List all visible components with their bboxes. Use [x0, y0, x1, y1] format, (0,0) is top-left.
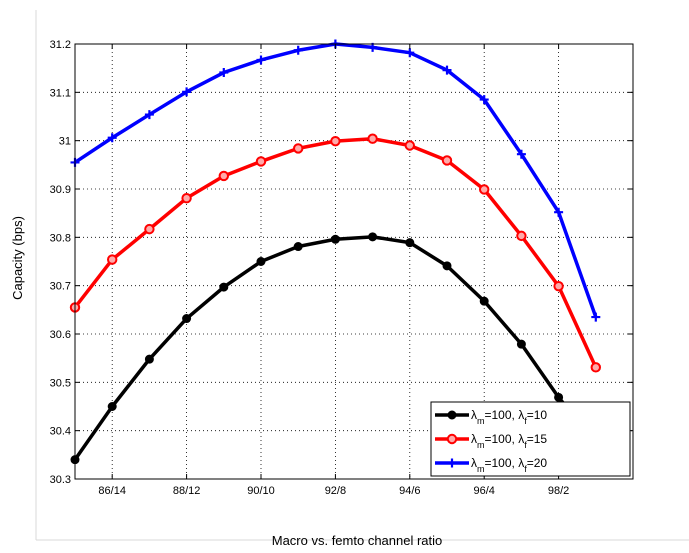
- data-point-marker: [107, 402, 117, 411]
- data-point-marker: [590, 362, 601, 373]
- data-point-marker: [442, 65, 452, 75]
- x-axis-title: Macro vs. femto channel ratio: [272, 533, 443, 548]
- data-point-marker: [218, 170, 230, 182]
- legend-label: λm=100, λf=15: [471, 432, 547, 450]
- y-axis-title: Capacity (bps): [10, 216, 25, 300]
- data-point-marker: [293, 242, 303, 252]
- y-tick-label: 31: [59, 136, 71, 148]
- series-line: [73, 136, 598, 369]
- data-point-marker: [182, 314, 192, 324]
- data-point-marker: [144, 110, 154, 120]
- plot-area: [74, 43, 634, 480]
- y-tick-label: 30.9: [50, 184, 71, 196]
- data-point-marker: [293, 143, 304, 154]
- data-point-marker: [256, 257, 266, 266]
- x-tick-label: 92/8: [325, 485, 346, 497]
- data-point-marker: [591, 312, 601, 322]
- legend: λm=100, λf=10 λm=100, λf=15 λm=100, λf=20: [430, 401, 631, 477]
- data-point-marker: [107, 133, 117, 143]
- legend-item: λm=100, λf=10: [435, 408, 547, 426]
- x-axis-ticks: 86/14 88/12 90/10 92/8 94/6 96/4 98/2: [98, 44, 569, 497]
- data-point-marker: [479, 184, 490, 195]
- data-point-marker: [447, 410, 457, 420]
- y-tick-label: 30.8: [50, 232, 71, 244]
- data-point-marker: [256, 55, 266, 65]
- data-point-marker: [368, 232, 378, 242]
- x-tick-label: 98/2: [548, 485, 569, 497]
- data-point-marker: [107, 254, 118, 265]
- y-tick-label: 30.6: [50, 329, 71, 341]
- data-point-marker: [330, 234, 340, 244]
- data-point-marker: [446, 433, 458, 445]
- series-1: [70, 232, 601, 465]
- legend-label: λm=100, λf=10: [471, 408, 547, 426]
- data-point-marker: [553, 280, 564, 292]
- data-point-marker: [447, 458, 457, 468]
- data-point-marker: [479, 95, 489, 105]
- data-point-marker: [441, 155, 453, 166]
- y-tick-label: 31.2: [50, 39, 71, 51]
- y-axis-ticks: 30.3 30.4 30.5 30.6 30.7 30.8 30.9 31 31.1 31.2: [50, 39, 633, 486]
- data-point-marker: [554, 392, 564, 402]
- data-point-marker: [479, 296, 489, 306]
- x-tick-label: 86/14: [98, 485, 126, 497]
- x-tick-label: 90/10: [247, 485, 275, 497]
- data-point-marker: [554, 207, 564, 217]
- x-tick-label: 94/6: [399, 485, 420, 497]
- y-tick-label: 30.4: [50, 426, 71, 438]
- data-point-marker: [367, 133, 378, 144]
- y-tick-label: 31.1: [50, 87, 71, 99]
- data-point-marker: [405, 48, 415, 58]
- legend-item: λm=100, λf=15: [435, 432, 547, 450]
- x-tick-label: 96/4: [473, 485, 494, 497]
- data-point-marker: [144, 223, 155, 235]
- data-point-marker: [181, 192, 192, 204]
- data-point-marker: [219, 68, 229, 78]
- data-point-marker: [405, 238, 415, 248]
- data-point-marker: [182, 87, 192, 97]
- series-2: [69, 133, 601, 373]
- data-point-marker: [255, 156, 267, 167]
- x-tick-label: 88/12: [173, 485, 201, 497]
- y-tick-label: 30.5: [50, 377, 71, 389]
- y-tick-label: 30.3: [50, 474, 71, 486]
- data-point-marker: [442, 261, 452, 271]
- data-point-marker: [516, 230, 527, 242]
- data-point-marker: [144, 354, 154, 364]
- y-tick-label: 30.7: [50, 281, 71, 293]
- data-point-marker: [516, 339, 526, 349]
- data-point-marker: [293, 45, 303, 55]
- data-point-marker: [516, 149, 526, 159]
- data-point-marker: [330, 135, 341, 147]
- data-point-marker: [219, 282, 229, 292]
- legend-item: λm=100, λf=20: [435, 456, 547, 474]
- data-point-marker: [404, 140, 415, 151]
- legend-label: λm=100, λf=20: [471, 456, 547, 474]
